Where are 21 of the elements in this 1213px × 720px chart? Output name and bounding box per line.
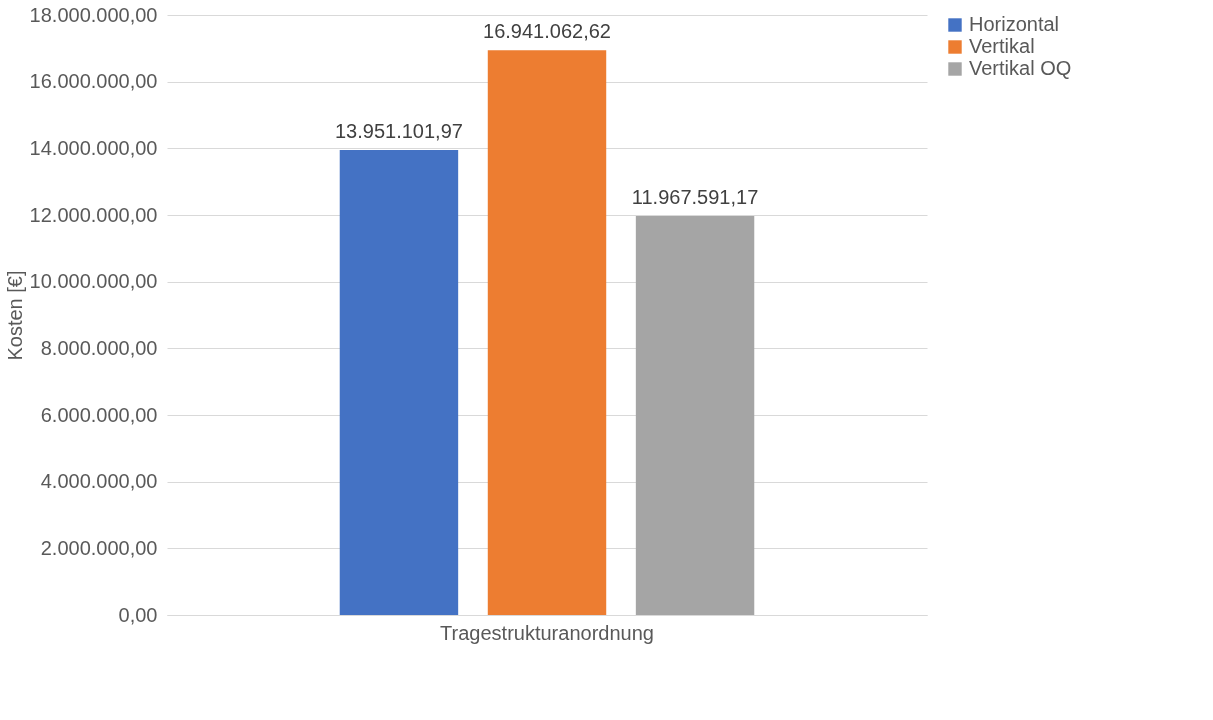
data-label: 13.951.101,97 (334, 119, 463, 142)
y-tick-label: 8.000.000,00 (40, 336, 158, 359)
y-tick-label: 12.000.000,00 (29, 203, 158, 226)
y-tick-label: 10.000.000,00 (29, 270, 158, 293)
data-label: 16.941.062,62 (483, 20, 611, 43)
x-tick-label: Tragestrukturanordnung (440, 621, 654, 644)
y-tick-label: 2.000.000,00 (40, 536, 158, 559)
bar (339, 149, 459, 615)
bar (635, 216, 755, 615)
y-tick-label: 16.000.000,00 (29, 70, 158, 93)
bar (487, 50, 607, 615)
legend-label: Horizontal (969, 13, 1060, 35)
y-tick-label: 4.000.000,00 (40, 470, 158, 493)
y-axis-title: Kosten [€] (3, 270, 26, 361)
legend-label: Vertikal OQ (969, 57, 1072, 79)
data-label: 11.967.591,17 (631, 186, 759, 209)
y-tick-label: 14.000.000,00 (29, 136, 158, 159)
y-tick-label: 6.000.000,00 (40, 403, 158, 426)
legend-label: Vertikal (969, 35, 1035, 57)
y-tick-label: 18.000.000,00 (29, 3, 158, 26)
y-tick-label: 0,00 (118, 603, 158, 626)
